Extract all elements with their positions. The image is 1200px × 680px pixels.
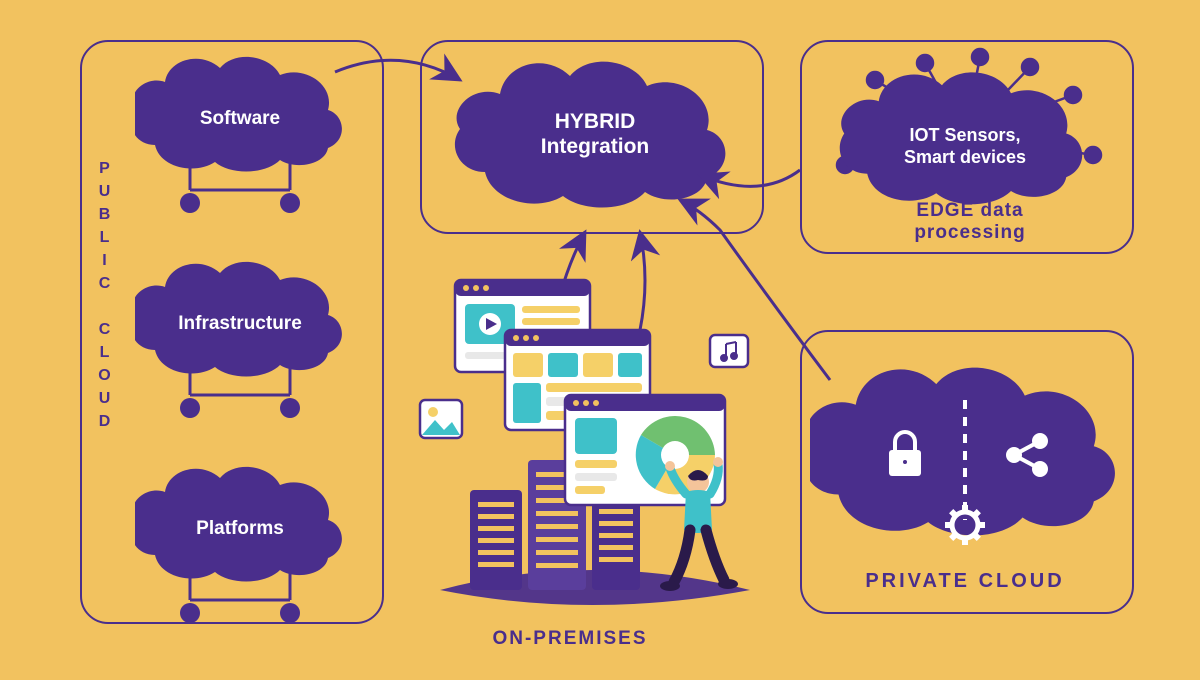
connectors-icon	[0, 0, 1200, 680]
